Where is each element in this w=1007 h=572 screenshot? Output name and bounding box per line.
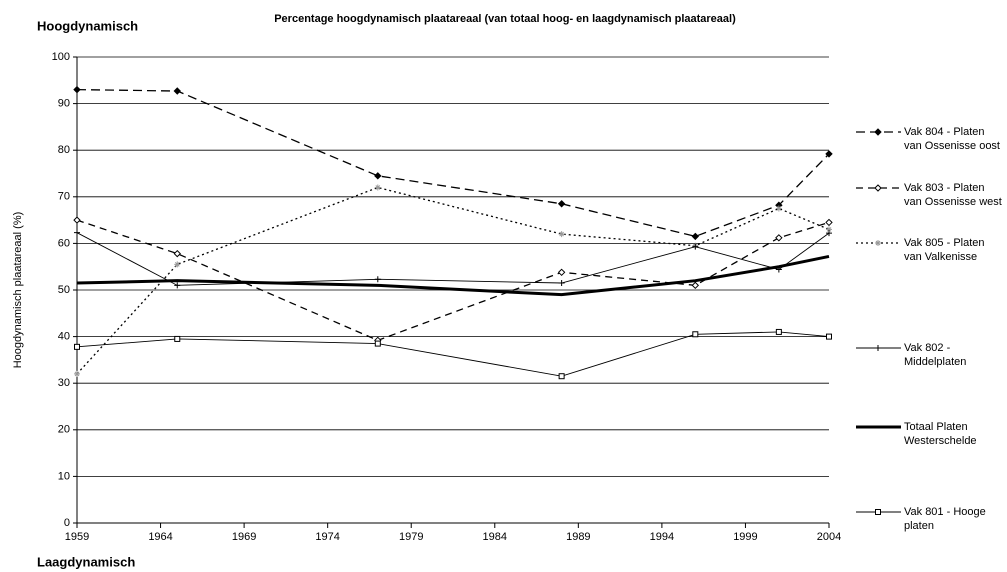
legend-label: Vak 803 - Platen van Ossenisse west [904,182,1002,208]
marker [73,216,81,224]
marker [174,335,181,342]
marker [775,234,783,242]
x-tick-label: 1964 [148,531,172,543]
y-tick-label: 60 [58,237,70,249]
marker [826,226,832,233]
marker [558,231,565,238]
marker [73,85,81,94]
legend-item: Vak 805 - Platen van Valkenisse [904,237,985,263]
series-line [76,331,830,377]
marker [374,184,381,191]
marker [875,240,881,246]
y-tick-label: 30 [58,377,70,389]
legend-item: Vak 802 - Middelplaten [904,342,967,368]
y-tick-label: 40 [58,331,70,343]
legend-item: Vak 801 - Hooge platen [904,506,986,532]
legend-label: Vak 802 - Middelplaten [904,342,967,368]
marker [174,261,181,268]
legend-label: Vak 805 - Platen van Valkenisse [904,237,985,263]
marker [826,230,832,237]
marker [875,345,881,351]
legend-label: Vak 801 - Hooge platen [904,506,986,532]
legend-label: Totaal Platen Westerschelde [904,421,977,447]
marker [874,128,882,136]
marker [825,218,833,227]
marker [558,280,565,287]
marker [691,232,700,241]
y-tick-label: 70 [58,191,70,203]
marker [691,281,700,290]
x-tick-label: 2004 [817,531,841,543]
marker [74,370,80,377]
y-axis-label: Hoogdynamisch plaatareaal (%) [12,212,24,369]
x-tick-label: 1959 [65,531,89,543]
marker [875,509,881,515]
marker [874,184,882,192]
marker [558,373,565,380]
x-tick-label: 1969 [232,531,256,543]
annotation: Hoogdynamisch [37,18,138,33]
x-tick-label: 1989 [566,531,590,543]
legend-item: Vak 804 - Platen van Ossenisse oost [904,126,1000,152]
y-tick-label: 80 [58,144,70,156]
legend-item: Totaal Platen Westerschelde [904,421,977,447]
marker [173,249,181,258]
marker [826,333,832,340]
y-tick-label: 50 [58,284,70,296]
y-tick-label: 100 [52,51,70,63]
marker [557,268,566,276]
x-tick-label: 1979 [399,531,423,543]
y-tick-label: 90 [58,98,70,110]
y-tick-label: 20 [58,424,70,436]
x-tick-label: 1984 [483,531,507,543]
marker [692,331,699,338]
x-tick-label: 1999 [733,531,757,543]
x-tick-label: 1974 [315,531,339,543]
marker [775,205,782,212]
marker [74,229,80,236]
annotation: Laagdynamisch [37,554,135,569]
y-tick-label: 10 [58,470,70,482]
marker [692,243,699,250]
series-line [76,254,830,297]
marker [557,200,566,208]
y-tick-label: 0 [64,517,70,529]
marker [374,172,382,180]
marker [374,340,381,347]
marker [174,282,181,289]
marker [775,328,782,335]
marker [374,276,381,283]
legend-label: Vak 804 - Platen van Ossenisse oost [904,126,1000,152]
legend-item: Vak 803 - Platen van Ossenisse west [904,182,1002,208]
marker [825,150,833,158]
series-line [76,88,830,238]
x-tick-label: 1994 [650,531,674,543]
marker [74,343,80,350]
chart-title: Percentage hoogdynamisch plaatareaal (va… [274,13,736,25]
marker [173,87,181,95]
